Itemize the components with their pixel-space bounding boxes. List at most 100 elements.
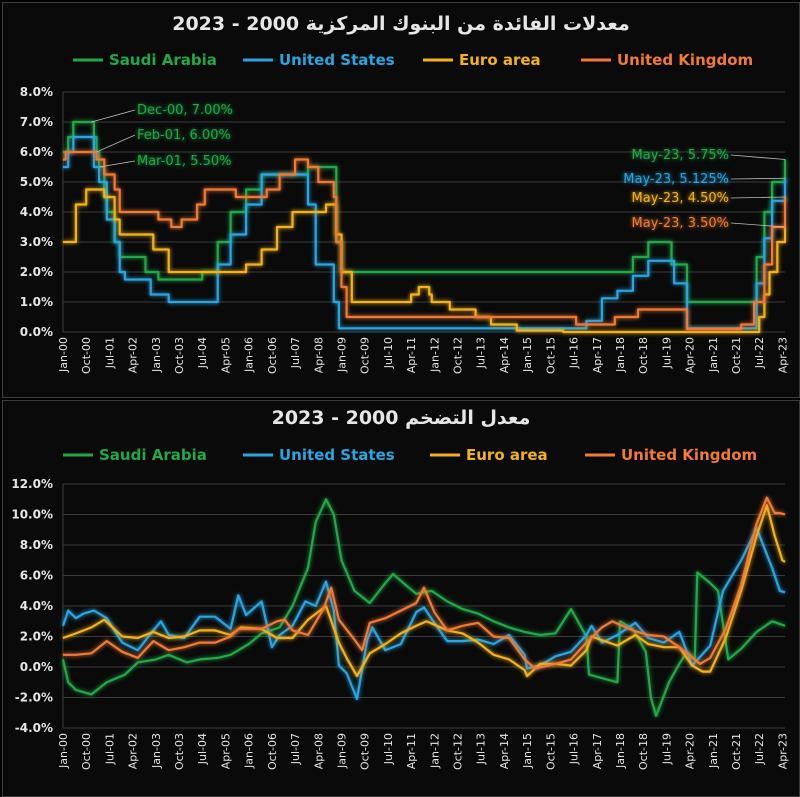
y-tick-label: 12.0% xyxy=(11,477,53,491)
annotation-leader xyxy=(730,177,786,180)
x-tick-label: Oct-00 xyxy=(80,337,93,374)
series-line-saudi-arabia xyxy=(63,120,787,304)
legend-label: Euro area xyxy=(466,446,548,464)
x-tick-label: Jul-07 xyxy=(289,337,302,369)
x-tick-label: Oct-03 xyxy=(173,733,186,770)
x-tick-label: Oct-18 xyxy=(637,337,650,374)
x-tick-label: Jul-19 xyxy=(660,733,673,765)
x-tick-label: Jan-15 xyxy=(521,337,534,373)
x-tick-label: Jan-18 xyxy=(614,337,627,373)
x-tick-label: Jan-03 xyxy=(150,733,163,769)
annotation-label: May-23, 5.125% xyxy=(623,172,729,187)
y-tick-label: -2.0% xyxy=(15,691,53,705)
x-tick-label: Jul-01 xyxy=(103,733,116,765)
x-tick-label: Apr-02 xyxy=(127,337,140,373)
x-tick-label: Jan-21 xyxy=(707,337,720,373)
annotation-label: May-23, 5.75% xyxy=(632,148,729,163)
y-tick-label: 4.0% xyxy=(20,599,53,613)
y-tick-label: 4.0% xyxy=(20,205,53,219)
y-tick-label: 8.0% xyxy=(20,85,53,99)
interest-rates-chart: معدلات الفائدة من البنوك المركزية 2000 -… xyxy=(20,13,790,374)
x-tick-label: Jan-03 xyxy=(150,337,163,373)
x-tick-label: Apr-02 xyxy=(127,733,140,769)
y-tick-label: 0.0% xyxy=(20,660,53,674)
x-tick-label: Oct-12 xyxy=(452,733,465,770)
x-tick-label: Jul-19 xyxy=(660,337,673,369)
y-tick-label: 5.0% xyxy=(20,175,53,189)
x-tick-label: Jan-06 xyxy=(243,337,256,373)
x-tick-label: Apr-17 xyxy=(591,337,604,373)
annotation-leader xyxy=(730,196,786,199)
x-tick-label: Jan-18 xyxy=(614,733,627,769)
x-tick-label: Jan-15 xyxy=(521,733,534,769)
series-line-united-states xyxy=(61,527,786,701)
inflation-chart: معدل التضخم 2000 - 2023 Saudi Arabia Unite… xyxy=(11,407,789,770)
x-tick-label: Apr-17 xyxy=(591,733,604,769)
legend-label: Saudi Arabia xyxy=(109,51,217,69)
annotation-label: Dec-00, 7.00% xyxy=(137,103,233,118)
legend-label: United Kingdom xyxy=(617,51,753,69)
x-tick-label: Oct-21 xyxy=(730,733,743,770)
legend-label: United States xyxy=(279,51,395,69)
chart-title: معدلات الفائدة من البنوك المركزية 2000 -… xyxy=(172,13,630,35)
annotation-leader xyxy=(96,134,136,153)
x-tick-label: Jan-00 xyxy=(57,337,70,373)
annotation-label: May-23, 3.50% xyxy=(632,216,729,231)
x-tick-label: Oct-03 xyxy=(173,337,186,374)
x-tick-label: Apr-11 xyxy=(405,733,418,769)
x-tick-label: Oct-15 xyxy=(544,733,557,770)
y-tick-label: 0.0% xyxy=(20,325,53,339)
legend-label: Saudi Arabia xyxy=(99,446,207,464)
x-tick-label: Oct-18 xyxy=(637,733,650,770)
x-tick-label: Apr-23 xyxy=(776,733,789,769)
legend-label: United States xyxy=(279,446,395,464)
chart-title: معدل التضخم 2000 - 2023 xyxy=(272,407,531,429)
x-tick-label: Jul-07 xyxy=(289,733,302,765)
x-tick-label: Jul-13 xyxy=(475,337,488,369)
x-tick-label: Oct-09 xyxy=(359,733,372,770)
x-tick-label: Jul-10 xyxy=(382,733,395,765)
x-tick-label: Oct-00 xyxy=(80,733,93,770)
interest-rates-chart-panel: معدلات الفائدة من البنوك المركزية 2000 -… xyxy=(2,2,800,398)
y-tick-label: 2.0% xyxy=(20,630,53,644)
x-tick-label: Jul-01 xyxy=(103,337,116,369)
x-tick-label: Apr-11 xyxy=(405,337,418,373)
x-tick-label: Oct-09 xyxy=(359,337,372,374)
annotation-leader xyxy=(91,109,136,123)
x-tick-label: Jul-22 xyxy=(753,733,766,765)
y-tick-label: 1.0% xyxy=(20,295,53,309)
y-tick-label: 6.0% xyxy=(20,569,53,583)
inflation-chart-panel: معدل التضخم 2000 - 2023 Saudi Arabia Unite… xyxy=(2,400,800,797)
x-tick-label: Jul-13 xyxy=(475,733,488,765)
annotation-label: Mar-01, 5.50% xyxy=(137,154,232,169)
x-tick-label: Jul-16 xyxy=(568,337,581,369)
annotation-label: Feb-01, 6.00% xyxy=(137,128,231,143)
series-line-euro-area xyxy=(63,188,787,334)
annotation-leader xyxy=(99,160,136,168)
series-line-saudi-arabia xyxy=(61,498,786,717)
y-tick-label: -4.0% xyxy=(15,721,53,735)
y-tick-label: 2.0% xyxy=(20,265,53,279)
x-tick-label: Jan-09 xyxy=(335,733,348,769)
x-tick-label: Oct-06 xyxy=(266,733,279,770)
x-tick-label: Apr-05 xyxy=(219,733,232,769)
y-tick-label: 3.0% xyxy=(20,235,53,249)
x-tick-label: Apr-23 xyxy=(776,337,789,373)
x-tick-label: Jan-09 xyxy=(335,337,348,373)
y-tick-label: 10.0% xyxy=(11,508,53,522)
legend-label: United Kingdom xyxy=(621,446,757,464)
annotation-leader xyxy=(730,222,786,228)
x-tick-label: Apr-20 xyxy=(684,733,697,769)
y-tick-label: 8.0% xyxy=(20,538,53,552)
x-tick-label: Jul-22 xyxy=(753,337,766,369)
legend-label: Euro area xyxy=(459,51,541,69)
x-tick-label: Apr-08 xyxy=(312,337,325,373)
x-tick-label: Apr-08 xyxy=(312,733,325,769)
x-tick-label: Jan-06 xyxy=(243,733,256,769)
x-tick-label: Jan-12 xyxy=(428,337,441,373)
x-tick-label: Apr-05 xyxy=(219,337,232,373)
x-tick-label: Oct-06 xyxy=(266,337,279,374)
y-tick-label: 6.0% xyxy=(20,145,53,159)
x-tick-label: Oct-12 xyxy=(452,337,465,374)
x-tick-label: Jul-10 xyxy=(382,337,395,369)
